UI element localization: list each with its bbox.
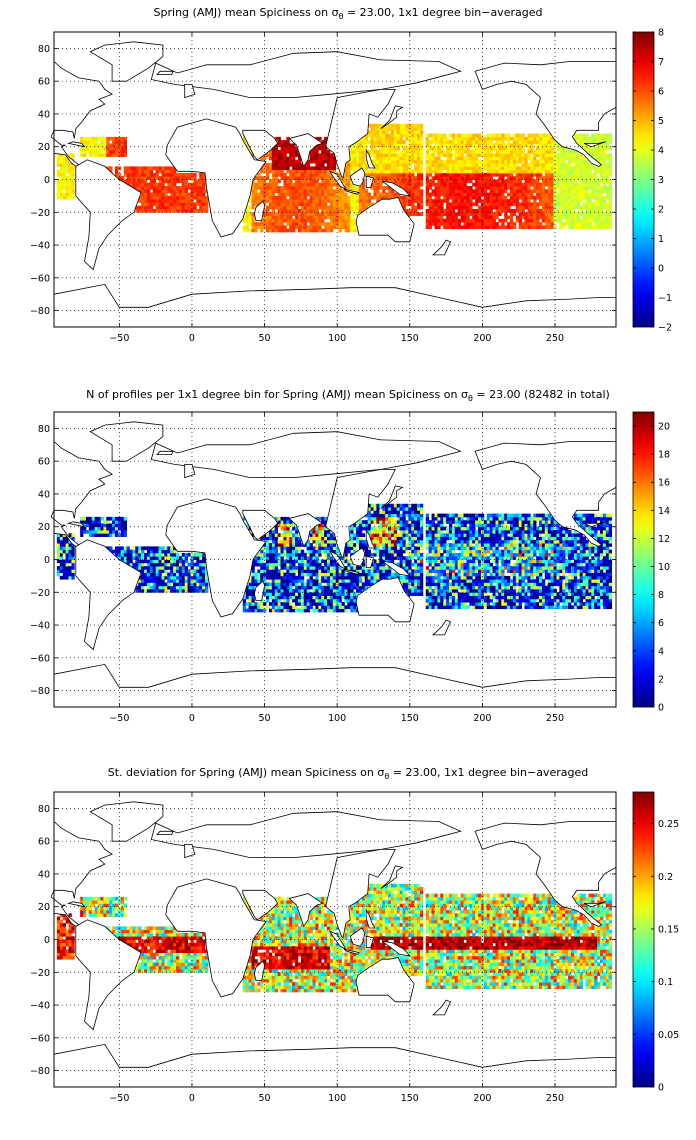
y-tick-label: −80 bbox=[30, 1066, 50, 1077]
map-plot: −50 0 50 100 150 200 250806040200−20−40−60−800… bbox=[30, 791, 679, 1104]
coastlines bbox=[50, 421, 617, 708]
y-tick-label: 60 bbox=[38, 457, 50, 468]
x-tick-label: 0 bbox=[189, 1093, 195, 1104]
y-tick-label: 20 bbox=[38, 522, 50, 533]
y-tick-label: 0 bbox=[44, 555, 50, 566]
y-tick-label: 40 bbox=[38, 489, 50, 500]
grid bbox=[54, 412, 616, 707]
y-tick-label: 80 bbox=[38, 804, 50, 815]
y-tick-label: −80 bbox=[30, 686, 50, 697]
x-tick-label: 50 bbox=[259, 333, 271, 344]
x-tick-label: 100 bbox=[328, 333, 346, 344]
y-tick-label: 80 bbox=[38, 424, 50, 435]
x-tick-label: 200 bbox=[473, 1093, 491, 1104]
y-tick-label: −80 bbox=[30, 306, 50, 317]
y-tick-label: 80 bbox=[38, 44, 50, 55]
colorbar-tick-label: 12 bbox=[658, 534, 670, 545]
data-bins bbox=[56, 123, 613, 233]
colorbar-tick-label: 8 bbox=[658, 590, 664, 601]
y-tick-label: 20 bbox=[38, 902, 50, 913]
x-tick-label: 0 bbox=[189, 713, 195, 724]
x-tick-label: 150 bbox=[401, 713, 419, 724]
colorbar-tick-label: 10 bbox=[658, 562, 670, 573]
x-tick-label: 150 bbox=[401, 333, 419, 344]
y-tick-label: 40 bbox=[38, 109, 50, 120]
coastlines bbox=[50, 801, 617, 1088]
colorbar-tick-label: 0.25 bbox=[658, 819, 679, 830]
y-tick-label: 40 bbox=[38, 869, 50, 880]
colorbar-tick-label: 5 bbox=[658, 116, 664, 127]
colorbar-tick-label: 2 bbox=[658, 205, 664, 216]
x-tick-label: −50 bbox=[109, 713, 129, 724]
x-tick-label: 250 bbox=[546, 713, 564, 724]
map-plot: −50 0 50 100 150 200 250806040200−20−40−60−80−… bbox=[30, 28, 672, 345]
colorbar-tick-label: 2 bbox=[658, 674, 664, 685]
y-tick-label: 60 bbox=[38, 837, 50, 848]
y-tick-label: 60 bbox=[38, 77, 50, 88]
x-tick-label: 200 bbox=[473, 333, 491, 344]
panel-profile-count: N of profiles per 1x1 degree bin for Spr… bbox=[0, 380, 696, 760]
colorbar-tick-label: 0 bbox=[658, 703, 664, 714]
x-tick-label: 150 bbox=[401, 1093, 419, 1104]
y-tick-label: −40 bbox=[30, 1001, 50, 1012]
y-tick-label: −20 bbox=[30, 968, 50, 979]
x-tick-label: 250 bbox=[546, 1093, 564, 1104]
data-bins bbox=[56, 503, 613, 613]
colorbar-tick-label: 8 bbox=[658, 28, 664, 39]
colorbar-tick-label: 0.05 bbox=[658, 1030, 679, 1041]
colorbar-tick-label: 4 bbox=[658, 146, 664, 157]
grid bbox=[54, 792, 616, 1087]
y-tick-label: 20 bbox=[38, 142, 50, 153]
colorbar-tick-label: 20 bbox=[658, 422, 670, 433]
colorbar-tick-label: 6 bbox=[658, 87, 664, 98]
colorbar-tick-label: 3 bbox=[658, 175, 664, 186]
map-plot: −50 0 50 100 150 200 250806040200−20−40−60−800… bbox=[30, 411, 670, 724]
y-tick-label: 0 bbox=[44, 175, 50, 186]
colorbar-tick-label: 1 bbox=[658, 234, 664, 245]
grid bbox=[54, 32, 616, 327]
colorbar: 0 0.05 0.1 0.15 0.2 0.25 bbox=[632, 791, 679, 1094]
y-tick-label: −40 bbox=[30, 621, 50, 632]
x-tick-label: 50 bbox=[259, 1093, 271, 1104]
colorbar-tick-label: 18 bbox=[658, 450, 670, 461]
x-tick-label: 50 bbox=[259, 713, 271, 724]
colorbar-tick-label: 16 bbox=[658, 478, 670, 489]
colorbar-tick-label: 0.2 bbox=[658, 872, 673, 883]
colorbar: 0 2 4 6 8 10 12 14 16 18 20 bbox=[632, 411, 670, 714]
x-tick-label: −50 bbox=[109, 333, 129, 344]
x-tick-label: −50 bbox=[109, 1093, 129, 1104]
colorbar-tick-label: 4 bbox=[658, 646, 664, 657]
y-tick-label: −20 bbox=[30, 588, 50, 599]
panel-mean-spiciness: Spring (AMJ) mean Spiciness on σθ = 23.0… bbox=[0, 0, 696, 380]
x-tick-label: 100 bbox=[328, 1093, 346, 1104]
panel-std-deviation: St. deviation for Spring (AMJ) mean Spic… bbox=[0, 760, 696, 1140]
x-tick-label: 100 bbox=[328, 713, 346, 724]
panel-title: St. deviation for Spring (AMJ) mean Spic… bbox=[107, 766, 589, 782]
panel-title: Spring (AMJ) mean Spiciness on σθ = 23.0… bbox=[153, 6, 543, 22]
y-tick-label: 0 bbox=[44, 935, 50, 946]
colorbar-tick-label: −1 bbox=[658, 293, 672, 304]
colorbar-tick-label: 0 bbox=[658, 1083, 664, 1094]
y-tick-label: −60 bbox=[30, 653, 50, 664]
x-tick-label: 250 bbox=[546, 333, 564, 344]
colorbar-tick-label: 0 bbox=[658, 264, 664, 275]
colorbar-tick-label: 14 bbox=[658, 506, 670, 517]
panel-title: N of profiles per 1x1 degree bin for Spr… bbox=[86, 388, 610, 404]
colorbar-tick-label: −2 bbox=[658, 323, 672, 334]
colorbar-tick-label: 6 bbox=[658, 618, 664, 629]
coastlines bbox=[50, 41, 617, 328]
y-tick-label: −60 bbox=[30, 1033, 50, 1044]
colorbar-tick-label: 0.1 bbox=[658, 977, 673, 988]
colorbar-tick-label: 7 bbox=[658, 57, 664, 68]
colorbar: −2 −1 0 1 2 3 4 5 6 7 8 bbox=[632, 28, 672, 334]
x-tick-label: 200 bbox=[473, 713, 491, 724]
colorbar-tick-label: 0.15 bbox=[658, 924, 679, 935]
x-tick-label: 0 bbox=[189, 333, 195, 344]
y-tick-label: −40 bbox=[30, 241, 50, 252]
y-tick-label: −20 bbox=[30, 208, 50, 219]
y-tick-label: −60 bbox=[30, 273, 50, 284]
